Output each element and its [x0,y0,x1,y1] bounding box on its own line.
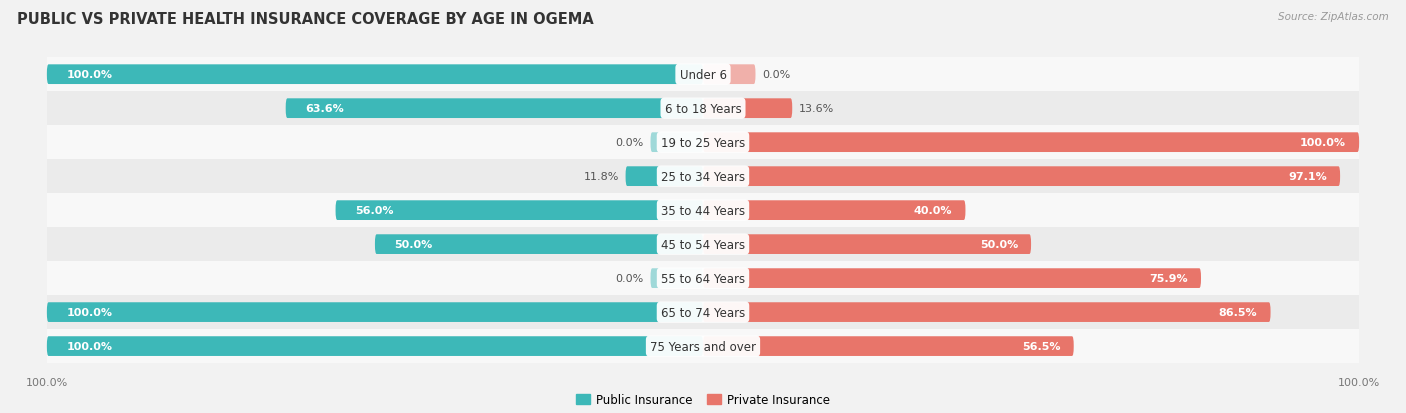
FancyBboxPatch shape [626,167,703,187]
Text: 86.5%: 86.5% [1219,307,1257,317]
FancyBboxPatch shape [46,65,703,85]
FancyBboxPatch shape [703,303,1271,322]
Text: 19 to 25 Years: 19 to 25 Years [661,136,745,149]
FancyBboxPatch shape [703,65,755,85]
FancyBboxPatch shape [46,92,1360,126]
FancyBboxPatch shape [46,126,1360,160]
Text: 0.0%: 0.0% [616,138,644,148]
Text: 56.5%: 56.5% [1022,341,1060,351]
Text: 100.0%: 100.0% [1301,138,1346,148]
Text: 13.6%: 13.6% [799,104,834,114]
Text: Under 6: Under 6 [679,69,727,81]
Text: 50.0%: 50.0% [395,240,433,249]
Legend: Public Insurance, Private Insurance: Public Insurance, Private Insurance [571,389,835,411]
Text: 25 to 34 Years: 25 to 34 Years [661,170,745,183]
Text: 75 Years and over: 75 Years and over [650,340,756,353]
FancyBboxPatch shape [46,261,1360,295]
Text: 100.0%: 100.0% [66,307,112,317]
Text: 65 to 74 Years: 65 to 74 Years [661,306,745,319]
FancyBboxPatch shape [46,329,1360,363]
FancyBboxPatch shape [651,133,703,153]
Text: 63.6%: 63.6% [305,104,344,114]
Text: 45 to 54 Years: 45 to 54 Years [661,238,745,251]
Text: 55 to 64 Years: 55 to 64 Years [661,272,745,285]
Text: 11.8%: 11.8% [583,172,619,182]
FancyBboxPatch shape [46,337,703,356]
FancyBboxPatch shape [703,133,1360,153]
FancyBboxPatch shape [46,295,1360,329]
FancyBboxPatch shape [651,268,703,288]
FancyBboxPatch shape [46,228,1360,261]
Text: Source: ZipAtlas.com: Source: ZipAtlas.com [1278,12,1389,22]
FancyBboxPatch shape [46,160,1360,194]
FancyBboxPatch shape [703,167,1340,187]
FancyBboxPatch shape [46,58,1360,92]
Text: 75.9%: 75.9% [1149,273,1188,283]
Text: 100.0%: 100.0% [66,341,112,351]
Text: 6 to 18 Years: 6 to 18 Years [665,102,741,115]
FancyBboxPatch shape [375,235,703,254]
FancyBboxPatch shape [46,303,703,322]
Text: 50.0%: 50.0% [980,240,1018,249]
Text: 100.0%: 100.0% [66,70,112,80]
Text: 0.0%: 0.0% [762,70,790,80]
FancyBboxPatch shape [703,99,792,119]
Text: 97.1%: 97.1% [1288,172,1327,182]
Text: 0.0%: 0.0% [616,273,644,283]
Text: 56.0%: 56.0% [356,206,394,216]
Text: PUBLIC VS PRIVATE HEALTH INSURANCE COVERAGE BY AGE IN OGEMA: PUBLIC VS PRIVATE HEALTH INSURANCE COVER… [17,12,593,27]
FancyBboxPatch shape [285,99,703,119]
FancyBboxPatch shape [336,201,703,221]
FancyBboxPatch shape [703,235,1031,254]
FancyBboxPatch shape [703,201,966,221]
FancyBboxPatch shape [703,337,1074,356]
Text: 40.0%: 40.0% [914,206,952,216]
Text: 35 to 44 Years: 35 to 44 Years [661,204,745,217]
FancyBboxPatch shape [703,268,1201,288]
FancyBboxPatch shape [46,194,1360,228]
